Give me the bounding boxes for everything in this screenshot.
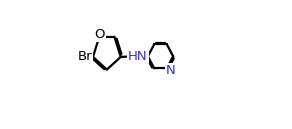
Text: HN: HN bbox=[128, 50, 148, 63]
Text: N: N bbox=[166, 64, 175, 77]
Text: Br: Br bbox=[77, 50, 92, 63]
Text: O: O bbox=[94, 28, 105, 41]
